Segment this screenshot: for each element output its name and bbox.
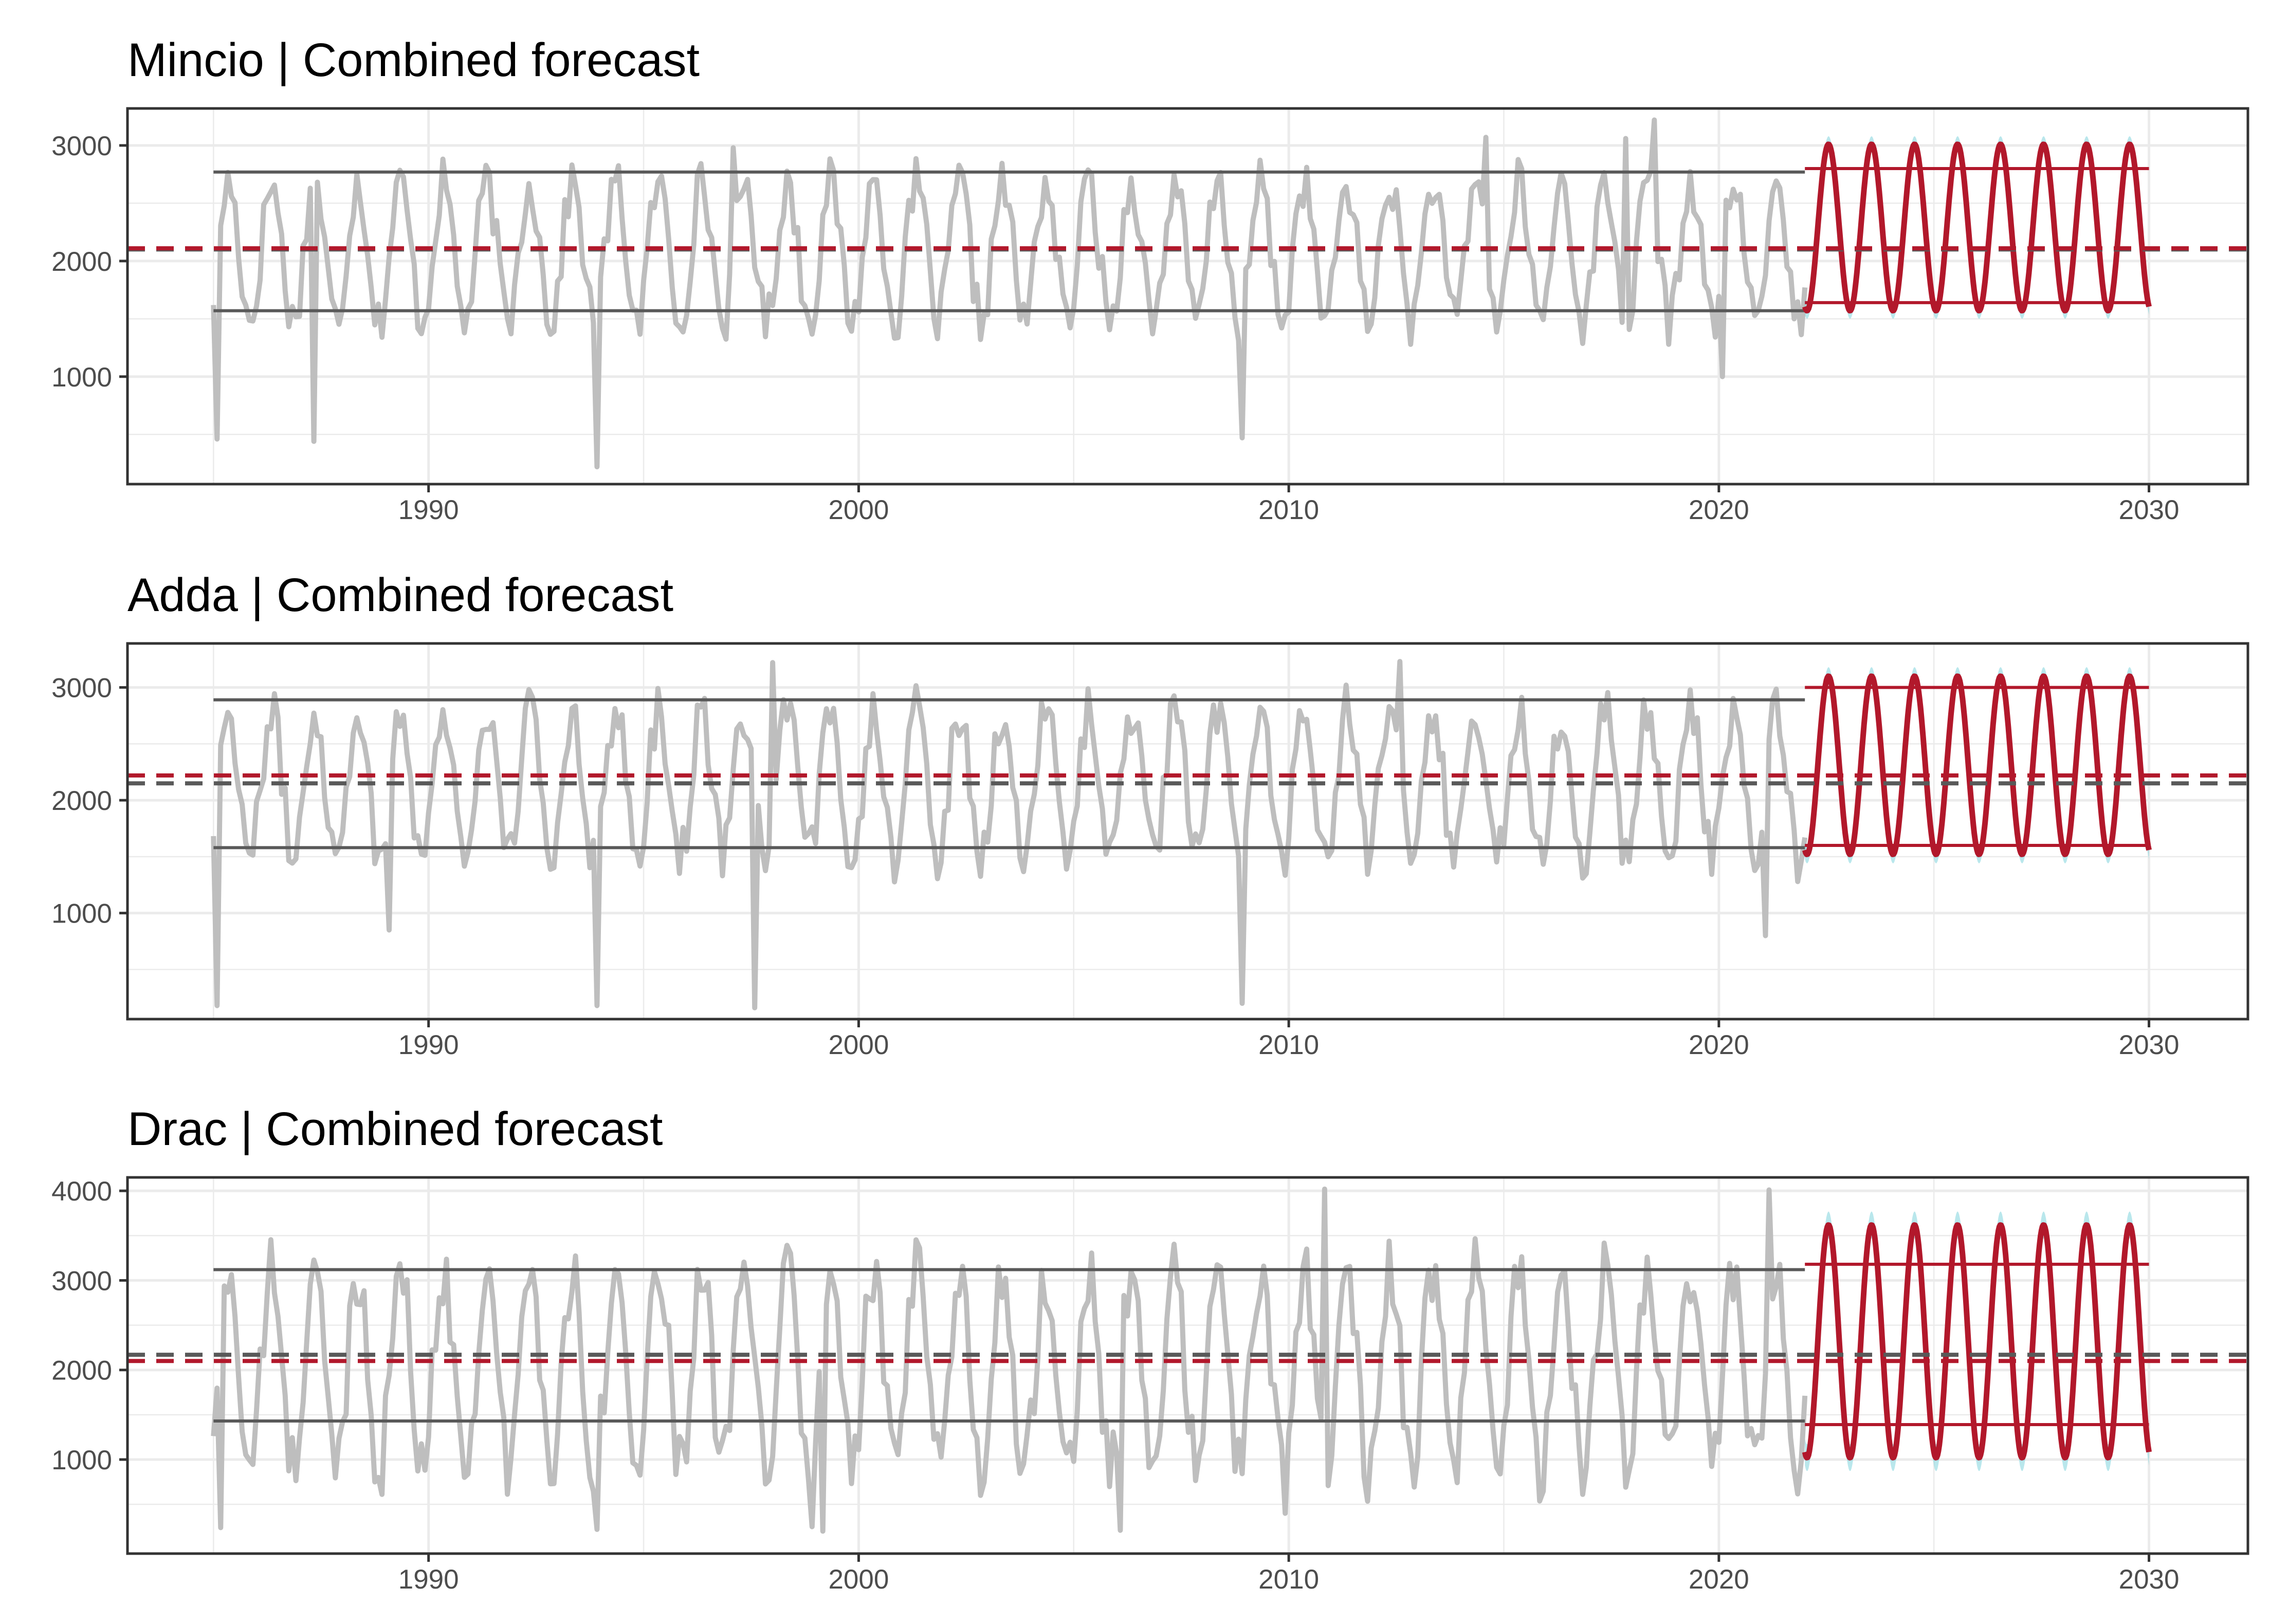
- y-tick-label: 1000: [51, 1445, 112, 1475]
- axes: 1990 2000 2010 2020 2030 1000 2000 3000: [51, 673, 2179, 1060]
- x-tick-label: 2000: [828, 495, 889, 525]
- x-tick-label: 2010: [1258, 1564, 1319, 1595]
- plot-area: 1990 2000 2010 2020 2030 1000 2000 3000: [51, 642, 2249, 1060]
- x-tick-label: 1990: [398, 1030, 459, 1060]
- x-tick-label: 2000: [828, 1030, 889, 1060]
- x-tick-label: 2030: [2119, 1564, 2180, 1595]
- y-tick-label: 2000: [51, 786, 112, 816]
- x-tick-label: 2000: [828, 1564, 889, 1595]
- x-tick-label: 2020: [1689, 1030, 1749, 1060]
- y-tick-label: 2000: [51, 1356, 112, 1386]
- forecast-line: [1802, 141, 2152, 313]
- plot-area: 1990 2000 2010 2020 2030 1000 2000 3000: [51, 107, 2249, 525]
- panel-mincio: Mincio | Combined forecast 1990 2000 2010 2…: [51, 34, 2249, 525]
- observed-series-line: [211, 659, 1808, 1010]
- x-tick-label: 2030: [2119, 495, 2180, 525]
- forecast-line: [1802, 673, 2152, 857]
- axes: 1990 2000 2010 2020 2030 1000 2000 3000 4000: [51, 1176, 2179, 1595]
- panel-title: Drac | Combined forecast: [127, 1103, 663, 1155]
- x-tick-label: 1990: [398, 1564, 459, 1595]
- plot-area: 1990 2000 2010 2020 2030 1000 2000 3000 4000: [51, 1176, 2249, 1595]
- y-tick-label: 3000: [51, 131, 112, 161]
- x-tick-label: 1990: [398, 495, 459, 525]
- y-tick-label: 4000: [51, 1176, 112, 1207]
- x-tick-label: 2020: [1689, 1564, 1749, 1595]
- y-tick-label: 1000: [51, 899, 112, 929]
- x-tick-label: 2010: [1258, 1030, 1319, 1060]
- panel-border: [126, 107, 2249, 486]
- panel-drac: Drac | Combined forecast 1990 2000 2010 202…: [51, 1103, 2249, 1595]
- x-tick-label: 2010: [1258, 495, 1319, 525]
- panel-title: Mincio | Combined forecast: [127, 34, 700, 86]
- panel-border: [126, 1176, 2249, 1555]
- x-tick-label: 2030: [2119, 1030, 2180, 1060]
- panel-title: Adda | Combined forecast: [127, 569, 673, 621]
- y-tick-label: 2000: [51, 247, 112, 277]
- y-tick-label: 3000: [51, 1266, 112, 1296]
- panel-border: [126, 642, 2249, 1021]
- panel-adda: Adda | Combined forecast 1990 2000 2010 202…: [51, 569, 2249, 1060]
- y-tick-label: 3000: [51, 673, 112, 704]
- x-tick-label: 2020: [1689, 495, 1749, 525]
- forecast-line: [1802, 1222, 2152, 1461]
- axes: 1990 2000 2010 2020 2030 1000 2000 3000: [51, 131, 2179, 525]
- y-tick-label: 1000: [51, 362, 112, 393]
